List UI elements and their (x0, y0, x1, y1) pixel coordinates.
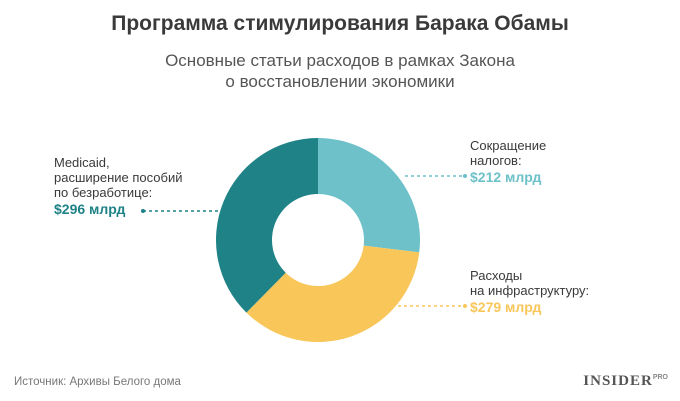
chart-title: Программа стимулирования Барака Обамы (111, 12, 569, 35)
subtitle-line-1: Основные статьи расходов в рамках Закона (165, 51, 515, 70)
logo-sup: PRO (652, 374, 668, 381)
label-medicaid-value: $296 млрд (54, 201, 126, 217)
label-medicaid-line-2: расширение пособий (54, 170, 183, 185)
label-medicaid-line-1: Medicaid, (54, 155, 110, 170)
label-medicaid-line-3: по безработице: (54, 185, 153, 200)
label-taxes-value: $212 млрд (470, 169, 542, 185)
label-infrastructure-line-2: на инфраструктуру: (470, 283, 590, 298)
label-taxes-line-1: Сокращение (470, 138, 547, 153)
leader-medicaid-dot (141, 209, 145, 213)
leader-taxes-dot (463, 174, 467, 178)
source-note: Источник: Архивы Белого дома (14, 376, 181, 388)
chart-subtitle: Основные статьи расходов в рамках Закона… (0, 50, 680, 92)
label-taxes-line-2: налогов: (470, 153, 522, 168)
label-taxes: Сокращение налогов: $212 млрд (470, 138, 546, 185)
slice-infrastructure (246, 245, 420, 343)
insider-pro-logo: INSIDERPRO (583, 373, 668, 390)
leader-infrastructure-dot (463, 304, 467, 308)
slice-taxes (318, 138, 420, 253)
label-infrastructure-value: $279 млрд (470, 299, 542, 315)
logo-main: INSIDER (583, 373, 653, 389)
label-infrastructure: Расходы на инфраструктуру: $279 млрд (470, 268, 589, 315)
label-medicaid: Medicaid, расширение пособий по безработ… (54, 155, 183, 217)
subtitle-line-2: о восстановлении экономики (225, 72, 455, 91)
slice-medicaid (216, 138, 318, 313)
label-infrastructure-line-1: Расходы (470, 268, 523, 283)
